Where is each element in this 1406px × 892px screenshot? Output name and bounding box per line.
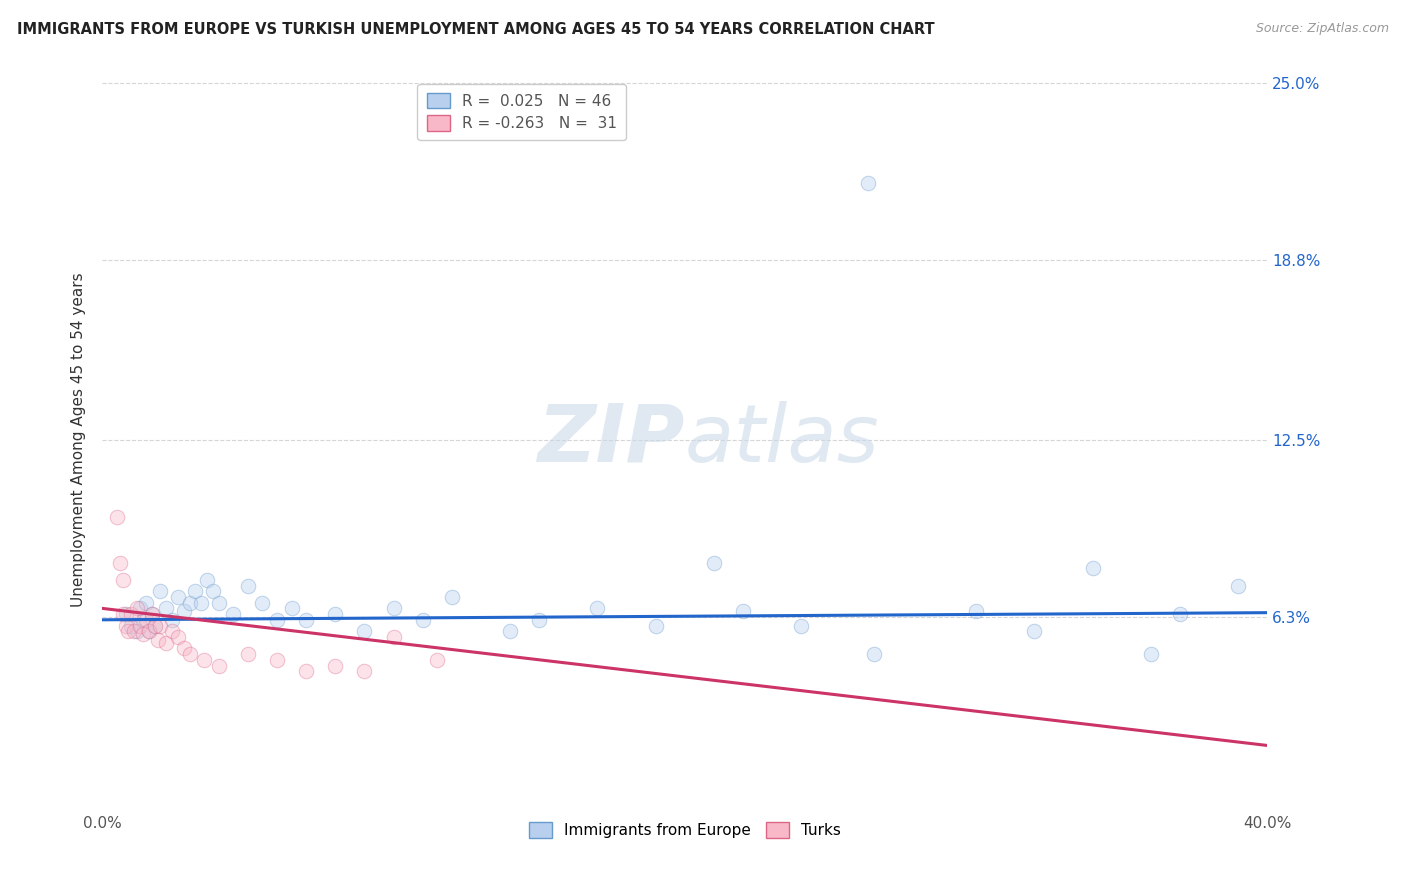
Point — [1168, 607, 1191, 621]
Point — [141, 607, 163, 621]
Text: atlas: atlas — [685, 401, 880, 479]
Point — [586, 601, 609, 615]
Point — [252, 596, 274, 610]
Point — [426, 653, 449, 667]
Point — [108, 556, 131, 570]
Point — [184, 584, 207, 599]
Point — [527, 613, 550, 627]
Point — [129, 618, 152, 632]
Point — [208, 658, 231, 673]
Point — [382, 630, 405, 644]
Point — [195, 573, 218, 587]
Point — [965, 604, 987, 618]
Point — [132, 613, 155, 627]
Point — [412, 613, 434, 627]
Point — [149, 618, 172, 632]
Point — [155, 635, 177, 649]
Point — [733, 604, 755, 618]
Point — [127, 601, 149, 615]
Point — [167, 630, 190, 644]
Point — [499, 624, 522, 639]
Point — [1081, 561, 1104, 575]
Point — [353, 664, 375, 678]
Point — [190, 596, 212, 610]
Point — [280, 601, 302, 615]
Point — [295, 664, 318, 678]
Point — [160, 613, 183, 627]
Point — [295, 613, 318, 627]
Point — [179, 647, 201, 661]
Point — [173, 641, 195, 656]
Point — [353, 624, 375, 639]
Text: Source: ZipAtlas.com: Source: ZipAtlas.com — [1256, 22, 1389, 36]
Point — [236, 578, 259, 592]
Point — [179, 596, 201, 610]
Point — [135, 613, 157, 627]
Point — [114, 607, 136, 621]
Text: IMMIGRANTS FROM EUROPE VS TURKISH UNEMPLOYMENT AMONG AGES 45 TO 54 YEARS CORRELA: IMMIGRANTS FROM EUROPE VS TURKISH UNEMPL… — [17, 22, 935, 37]
Point — [122, 624, 145, 639]
Point — [703, 556, 725, 570]
Point — [323, 658, 346, 673]
Point — [120, 618, 142, 632]
Point — [1227, 578, 1250, 592]
Y-axis label: Unemployment Among Ages 45 to 54 years: Unemployment Among Ages 45 to 54 years — [72, 273, 86, 607]
Point — [323, 607, 346, 621]
Point — [1140, 647, 1163, 661]
Point — [173, 604, 195, 618]
Point — [146, 632, 169, 647]
Point — [266, 653, 288, 667]
Point — [149, 584, 172, 599]
Point — [138, 624, 160, 639]
Point — [208, 596, 231, 610]
Point — [111, 573, 134, 587]
Point — [135, 596, 157, 610]
Point — [1024, 624, 1046, 639]
Legend: Immigrants from Europe, Turks: Immigrants from Europe, Turks — [523, 816, 846, 845]
Point — [105, 510, 128, 524]
Point — [155, 601, 177, 615]
Point — [863, 647, 886, 661]
Point — [440, 590, 463, 604]
Point — [117, 624, 139, 639]
Point — [132, 627, 155, 641]
Point — [193, 653, 215, 667]
Point — [201, 584, 224, 599]
Point — [644, 618, 666, 632]
Point — [266, 613, 288, 627]
Point — [138, 624, 160, 639]
Point — [143, 618, 166, 632]
Point — [160, 624, 183, 639]
Point — [129, 601, 152, 615]
Point — [111, 607, 134, 621]
Point — [120, 607, 142, 621]
Text: ZIP: ZIP — [537, 401, 685, 479]
Point — [236, 647, 259, 661]
Point — [141, 607, 163, 621]
Point — [222, 607, 245, 621]
Point — [790, 618, 813, 632]
Point — [127, 624, 149, 639]
Point — [858, 176, 880, 190]
Point — [167, 590, 190, 604]
Point — [143, 618, 166, 632]
Point — [114, 618, 136, 632]
Point — [382, 601, 405, 615]
